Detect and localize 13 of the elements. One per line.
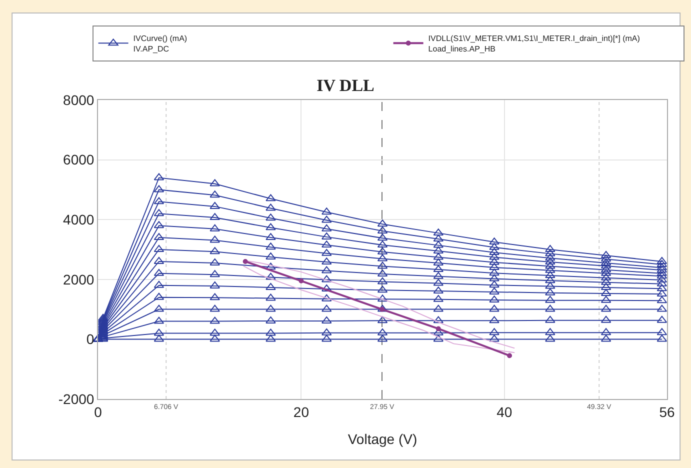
legend-label: IVCurve() (mA) IV.AP_DC: [133, 34, 188, 54]
y-tick-label: 8000: [63, 92, 94, 108]
legend-label: IVDLL(S1\V_METER.VM1,S1\I_METER.I_drain_int)[*] (mA) Load_lines.AP_HB: [428, 34, 640, 54]
y-tick-label: 6000: [63, 152, 94, 168]
y-tick-label: -2000: [58, 390, 94, 407]
x-tick-label: 56: [659, 404, 675, 420]
x-axis-title: Voltage (V): [348, 431, 418, 448]
x-tick-label: 40: [496, 404, 512, 420]
y-tick-label: 4000: [63, 212, 94, 228]
y-tick-label: 0: [86, 331, 94, 348]
y-tick-label: 2000: [63, 271, 94, 288]
chart-title: IV DLL: [316, 76, 374, 96]
x-tick-label: 20: [293, 404, 310, 420]
